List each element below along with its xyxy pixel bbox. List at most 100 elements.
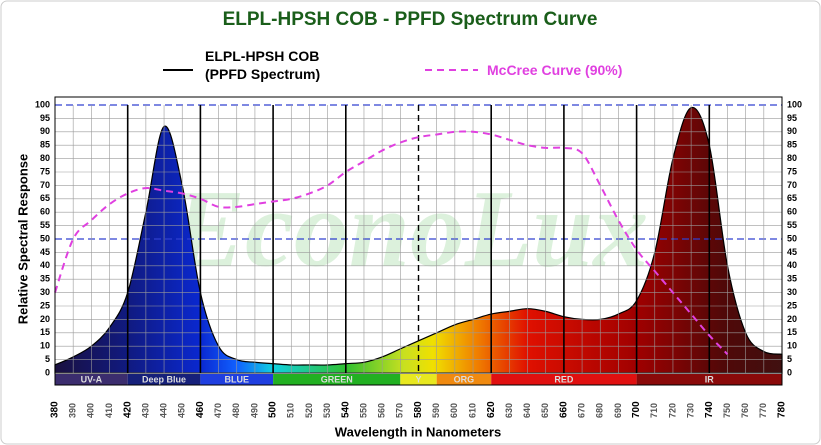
- x-tick-label: 510: [286, 403, 296, 418]
- x-tick-label: 630: [504, 403, 514, 418]
- x-tick-label: 620: [486, 401, 497, 418]
- chart-title: ELPL-HPSH COB - PPFD Spectrum Curve: [223, 9, 598, 30]
- x-tick-label: 690: [613, 403, 623, 418]
- y2-tick-label: 10: [787, 341, 797, 351]
- band: [200, 374, 274, 385]
- y-tick-label: 35: [40, 274, 50, 284]
- y-tick-label: 10: [40, 341, 50, 351]
- y-tick-label: 40: [40, 260, 50, 270]
- x-tick-label: 670: [576, 403, 586, 418]
- x-tick-label: 540: [340, 401, 351, 418]
- y-tick-label: 85: [40, 140, 50, 150]
- x-tick-label: 720: [667, 403, 677, 418]
- x-tick-label: 460: [195, 401, 206, 418]
- y-tick-label: 45: [40, 247, 50, 257]
- y-tick-label: 20: [40, 314, 50, 324]
- x-tick-label: 580: [413, 401, 424, 418]
- x-tick-label: 710: [649, 403, 659, 418]
- y2-tick-label: 15: [787, 327, 797, 337]
- y2-tick-label: 95: [787, 113, 797, 123]
- x-tick-label: 520: [304, 403, 314, 418]
- y2-tick-label: 60: [787, 207, 797, 217]
- band: [127, 374, 201, 385]
- x-tick-label: 450: [177, 403, 187, 418]
- y-tick-label: 55: [40, 220, 50, 230]
- y-tick-label: 75: [40, 166, 50, 176]
- band-label: BLUE: [225, 374, 250, 384]
- x-tick-label: 780: [777, 401, 788, 418]
- band: [273, 374, 401, 385]
- band: [436, 374, 492, 385]
- legend-entry: McCree Curve (90%): [487, 62, 623, 78]
- x-tick-label: 470: [213, 403, 223, 418]
- x-tick-label: 680: [595, 403, 605, 418]
- y-tick-label: 5: [45, 354, 50, 364]
- x-tick-label: 530: [322, 403, 332, 418]
- band: [400, 374, 437, 385]
- x-tick-label: 440: [158, 403, 168, 418]
- x-tick-label: 560: [377, 403, 387, 418]
- y2-tick-label: 90: [787, 126, 797, 136]
- x-tick-label: 390: [68, 403, 78, 418]
- x-tick-label: 420: [122, 401, 133, 418]
- y-tick-label: 65: [40, 193, 50, 203]
- x-tick-label: 570: [395, 403, 405, 418]
- x-tick-label: 770: [758, 403, 768, 418]
- x-tick-label: 550: [358, 403, 368, 418]
- y-tick-label: 90: [40, 126, 50, 136]
- y2-tick-label: 65: [787, 193, 797, 203]
- band: [55, 374, 128, 385]
- y2-tick-label: 75: [787, 166, 797, 176]
- y2-tick-label: 70: [787, 180, 797, 190]
- y2-tick-label: 50: [787, 233, 797, 243]
- y2-tick-label: 5: [787, 354, 792, 364]
- x-tick-label: 650: [540, 403, 550, 418]
- x-tick-label: 500: [268, 401, 279, 418]
- y2-tick-label: 40: [787, 260, 797, 270]
- x-tick-label: 730: [686, 403, 696, 418]
- y2-tick-label: 30: [787, 287, 797, 297]
- y-tick-label: 0: [45, 367, 50, 377]
- y2-tick-label: 55: [787, 220, 797, 230]
- mccree-line: [54, 130, 729, 355]
- y-tick-label: 95: [40, 113, 50, 123]
- x-tick-label: 700: [631, 401, 642, 418]
- y-tick-label: 60: [40, 207, 50, 217]
- x-tick-label: 380: [50, 401, 61, 418]
- band: [636, 374, 782, 385]
- y2-tick-label: 20: [787, 314, 797, 324]
- x-tick-label: 590: [431, 403, 441, 418]
- x-tick-label: 610: [467, 403, 477, 418]
- y-tick-label: 70: [40, 180, 50, 190]
- plot-border: [54, 96, 783, 386]
- watermark: EconoLux: [171, 167, 649, 289]
- x-tick-label: 430: [140, 403, 150, 418]
- x-tick-label: 660: [559, 401, 570, 418]
- y2-tick-label: 0: [787, 367, 792, 377]
- y-tick-label: 100: [35, 99, 50, 109]
- x-tick-label: 490: [249, 403, 259, 418]
- x-axis-label: Wavelength in Nanometers: [335, 424, 501, 439]
- y2-tick-label: 25: [787, 300, 797, 310]
- y-tick-label: 25: [40, 300, 50, 310]
- band-label: RED: [554, 374, 574, 384]
- y-tick-label: 80: [40, 153, 50, 163]
- x-tick-label: 410: [104, 403, 114, 418]
- band-label: UV-A: [81, 374, 103, 384]
- band-label: Y: [415, 374, 421, 384]
- band-label: GREEN: [321, 374, 353, 384]
- x-tick-label: 740: [704, 401, 715, 418]
- x-tick-label: 480: [231, 403, 241, 418]
- y2-tick-label: 85: [787, 140, 797, 150]
- x-tick-label: 760: [740, 403, 750, 418]
- y-tick-label: 50: [40, 233, 50, 243]
- x-tick-label: 750: [722, 403, 732, 418]
- y2-tick-label: 100: [787, 99, 802, 109]
- legend-entry: ELPL-HPSH COB (PPFD Spectrum): [205, 48, 321, 82]
- y2-tick-label: 80: [787, 153, 797, 163]
- y2-tick-label: 45: [787, 247, 797, 257]
- x-tick-label: 400: [86, 403, 96, 418]
- x-tick-label: 640: [522, 403, 532, 418]
